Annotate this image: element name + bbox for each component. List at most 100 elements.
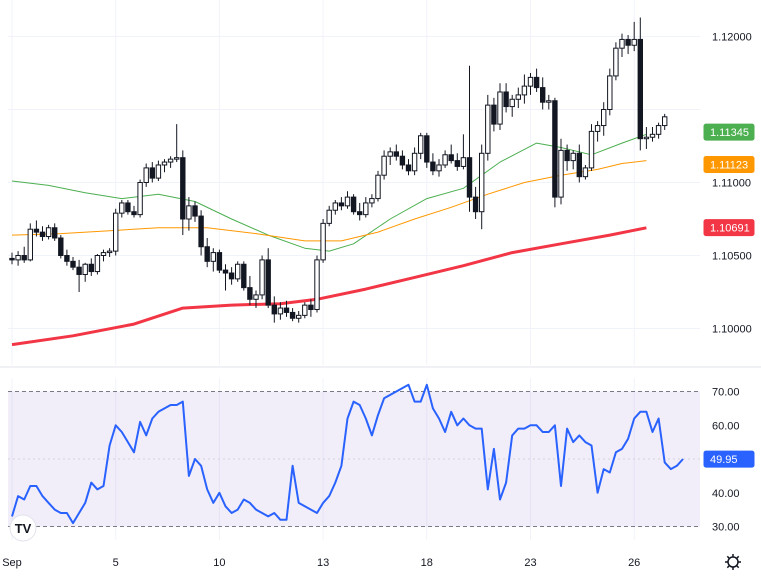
candle-body	[149, 167, 156, 179]
candle-body	[357, 211, 363, 216]
candle-body	[369, 198, 375, 204]
candle	[662, 113, 668, 130]
candle-body	[503, 91, 509, 108]
candle-body	[216, 252, 223, 271]
time-tick-label: 26	[628, 557, 640, 569]
candle-body	[64, 255, 70, 262]
candle	[540, 77, 546, 110]
gear-icon[interactable]	[725, 554, 741, 570]
candle	[308, 299, 314, 317]
candle-body	[558, 149, 564, 198]
candle-body	[137, 182, 143, 216]
candle	[619, 33, 625, 57]
candle	[253, 290, 259, 309]
candle	[94, 254, 101, 275]
candle	[338, 197, 345, 211]
candle	[521, 74, 528, 104]
time-tick-label: 10	[213, 557, 225, 569]
candle-body	[204, 246, 210, 262]
moving-average-line	[11, 160, 647, 242]
candle-body	[619, 38, 625, 49]
candle	[247, 275, 253, 306]
candle-body	[320, 222, 326, 261]
candle	[509, 94, 515, 117]
candle	[491, 97, 497, 132]
candle-body	[479, 152, 485, 213]
candle-body	[167, 158, 174, 163]
candle	[198, 210, 204, 256]
candlesticks[interactable]	[9, 17, 668, 323]
candle-body	[131, 211, 137, 216]
candle	[570, 150, 576, 170]
candle	[27, 223, 34, 262]
rsi-axis[interactable]: 70.00 60.00 40.00 30.00	[712, 387, 740, 534]
candle-body	[235, 263, 241, 280]
candle-body	[540, 87, 546, 103]
candle-body	[601, 109, 607, 127]
candle-body	[82, 263, 88, 275]
candle	[564, 144, 570, 171]
candle-body	[186, 205, 192, 220]
candle	[113, 208, 119, 256]
candle	[588, 124, 595, 171]
logo-icon[interactable]: TV	[9, 514, 37, 542]
candle-body	[637, 38, 643, 140]
candle-body	[155, 164, 162, 179]
candle	[241, 261, 247, 291]
price-tick-label: 1.10000	[712, 324, 752, 336]
time-tick-label: 23	[524, 557, 536, 569]
candle-body	[39, 231, 46, 238]
candle-body	[76, 266, 82, 275]
candle	[52, 223, 58, 241]
candle	[424, 132, 430, 168]
candle	[637, 17, 643, 151]
candle-body	[33, 228, 40, 233]
candle	[15, 251, 21, 266]
candle-body	[70, 260, 76, 268]
candle-body	[375, 174, 381, 200]
candle-body	[497, 91, 503, 125]
candle-body	[594, 125, 601, 132]
candle-body	[247, 287, 253, 300]
rsi-tick-label: 30.00	[712, 522, 740, 534]
badge-bg	[703, 156, 755, 174]
candle-body	[265, 259, 271, 306]
candle	[149, 162, 156, 183]
candle-body	[198, 215, 204, 248]
candle-body	[533, 76, 540, 89]
candle	[271, 296, 278, 323]
candle	[174, 124, 180, 163]
candle	[296, 310, 302, 323]
candle	[143, 163, 149, 187]
time-axis[interactable]: Sep 5 10 13 18 23 26	[2, 557, 640, 569]
candle	[45, 224, 52, 240]
candle	[607, 68, 613, 116]
candle-body	[210, 252, 217, 262]
candle-body	[546, 100, 552, 103]
candle	[192, 201, 198, 222]
candle	[613, 42, 619, 81]
candle-body	[21, 255, 27, 261]
rsi-badge: 49.95	[703, 450, 755, 468]
candle-body	[45, 227, 52, 238]
time-tick-label: 18	[421, 557, 433, 569]
candle-body	[27, 228, 34, 261]
candle	[155, 160, 162, 182]
candle	[137, 179, 143, 218]
candle	[552, 97, 558, 208]
badge-text: 1.10691	[710, 223, 750, 235]
badge-text: 1.11345	[710, 127, 749, 139]
candle	[33, 220, 40, 237]
candle-body	[411, 152, 418, 172]
badge-bg	[703, 123, 755, 141]
price-tick-label: 1.11000	[712, 178, 751, 190]
candle	[119, 200, 125, 218]
candle	[466, 65, 473, 212]
candle-body	[344, 196, 351, 207]
price-badge: 1.11345	[703, 123, 755, 141]
candle	[558, 138, 564, 205]
candle	[399, 150, 406, 170]
candle-body	[350, 196, 357, 213]
candle-body	[125, 202, 131, 213]
